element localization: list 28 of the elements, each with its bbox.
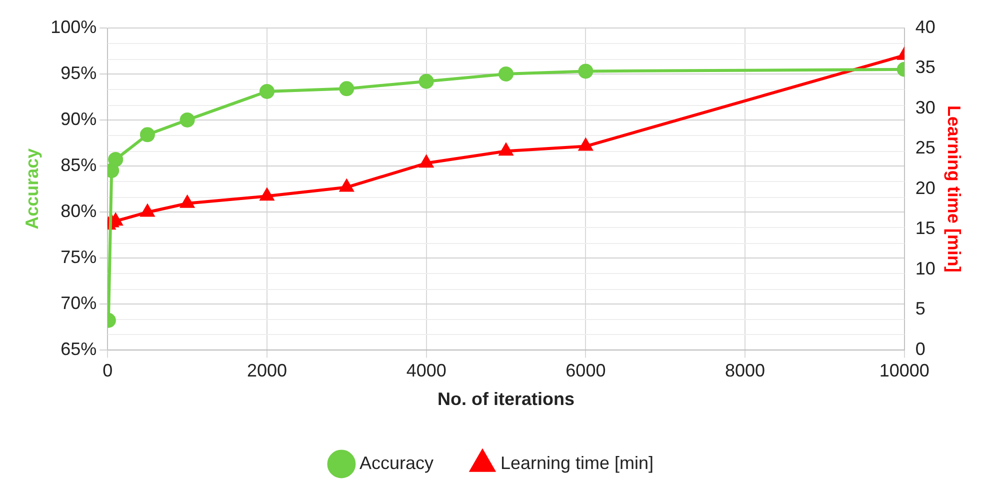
y2-tick-label: 10 [915, 258, 936, 278]
y2-tick-label: 20 [915, 178, 936, 198]
x-tick-label: 4000 [406, 360, 446, 381]
legend-label: Accuracy [359, 452, 434, 473]
y2-axis-title: Learning time [min] [944, 105, 964, 272]
y-tick-label: 70% [60, 292, 97, 313]
x-tick-label: 6000 [566, 360, 606, 381]
y2-tick-label: 25 [915, 138, 936, 158]
y-tick-label: 100% [50, 16, 97, 37]
y2-tick-label: 0 [915, 338, 926, 359]
y-tick-label: 65% [60, 338, 97, 359]
x-tick-label: 10000 [879, 360, 930, 381]
y-axis-title: Accuracy [22, 148, 42, 230]
y2-tick-label: 35 [915, 57, 936, 78]
x-tick-label: 0 [102, 360, 113, 381]
y2-tick-label: 40 [915, 16, 936, 37]
legend-label: Learning time [min] [500, 452, 654, 473]
x-tick-label: 2000 [246, 360, 288, 381]
x-tick-label: 8000 [725, 360, 766, 381]
y2-tick-label: 30 [915, 97, 936, 118]
y-tick-label: 95% [60, 62, 97, 83]
y-tick-label: 85% [60, 154, 97, 175]
y2-tick-label: 15 [915, 218, 936, 238]
x-axis-title: No. of iterations [438, 389, 575, 410]
y-tick-label: 75% [60, 246, 97, 267]
y-tick-label: 80% [60, 200, 97, 221]
y2-tick-label: 5 [915, 298, 926, 319]
y-tick-label: 90% [60, 108, 97, 129]
